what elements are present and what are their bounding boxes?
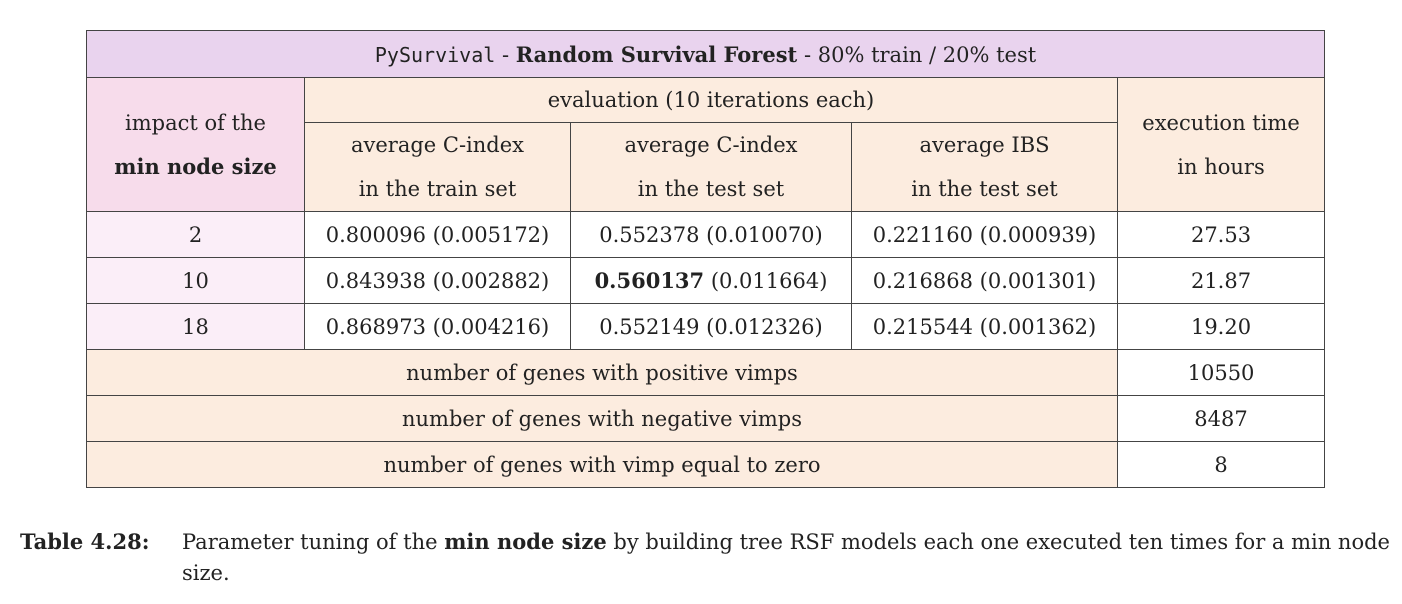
ibs-cell: 0.221160 (0.000939) xyxy=(851,211,1118,258)
table-title-row: PySurvival - Random Survival Forest - 80… xyxy=(85,30,1326,78)
table-row: 18 0.868973 (0.004216) 0.552149 (0.01232… xyxy=(86,303,1326,350)
caption-label: Table 4.28: xyxy=(20,529,150,554)
summary-row: number of genes with negative vimps 8487 xyxy=(86,395,1326,442)
ibs-cell: 0.215544 (0.001362) xyxy=(851,303,1118,350)
title-library: PySurvival xyxy=(374,42,496,67)
train-c-index-cell: 0.843938 (0.002882) xyxy=(304,257,571,304)
train-c-index-cell: 0.868973 (0.004216) xyxy=(304,303,571,350)
summary-label: number of genes with negative vimps xyxy=(86,395,1118,442)
test-c-index-cell: 0.552149 (0.012326) xyxy=(570,303,852,350)
eval-header: evaluation (10 iterations each) xyxy=(304,77,1118,123)
train-c-index-header: average C-index in the train set xyxy=(304,122,571,212)
param-cell: 18 xyxy=(86,303,305,350)
time-cell: 21.87 xyxy=(1116,257,1326,304)
test-c-index-sd: (0.012326) xyxy=(699,314,823,339)
time-header-line-2: in hours xyxy=(1177,154,1265,179)
title-split: 80% train / 20% test xyxy=(817,42,1037,67)
param-cell: 10 xyxy=(86,257,305,304)
test-c-index-sd: (0.010070) xyxy=(699,222,823,247)
ibs-cell: 0.216868 (0.001301) xyxy=(851,257,1118,304)
test-c-index-header-line-2: in the test set xyxy=(637,177,785,201)
caption-text: Parameter tuning of the min node size by… xyxy=(182,526,1390,589)
train-c-index-header-line-1: average C-index xyxy=(350,133,525,157)
table-title: PySurvival - Random Survival Forest - 80… xyxy=(85,30,1326,78)
param-header-line-2: min node size xyxy=(114,153,277,179)
param-cell: 2 xyxy=(86,211,305,258)
title-sep-1: - xyxy=(495,42,516,67)
header-row-2: average C-index in the train set average… xyxy=(87,122,1325,212)
header-row-1: impact of the min node size evaluation (… xyxy=(86,77,1326,212)
title-sep-2: - xyxy=(797,42,818,67)
test-c-index-header: average C-index in the test set xyxy=(570,122,852,212)
time-header-line-1: execution time xyxy=(1142,110,1300,135)
test-c-index-value: 0.552149 xyxy=(599,314,700,339)
caption-bold-term: min node size xyxy=(444,529,607,554)
title-model: Random Survival Forest xyxy=(515,41,798,67)
table-row: 10 0.843938 (0.002882) 0.560137 (0.01166… xyxy=(86,257,1326,304)
param-header-line-1: impact of the xyxy=(125,110,266,135)
train-c-index-header-line-2: in the train set xyxy=(358,177,517,201)
ibs-header: average IBS in the test set xyxy=(851,122,1118,212)
ibs-header-line-1: average IBS xyxy=(919,133,1050,157)
test-c-index-cell: 0.560137 (0.011664) xyxy=(570,257,852,304)
train-c-index-cell: 0.800096 (0.005172) xyxy=(304,211,571,258)
test-c-index-cell: 0.552378 (0.010070) xyxy=(570,211,852,258)
summary-value: 8487 xyxy=(1116,395,1326,442)
test-c-index-value: 0.552378 xyxy=(599,222,700,247)
ibs-header-line-2: in the test set xyxy=(911,177,1058,201)
test-c-index-header-line-1: average C-index xyxy=(624,133,798,157)
summary-label: number of genes with vimp equal to zero xyxy=(86,441,1118,488)
table-row: 2 0.800096 (0.005172) 0.552378 (0.010070… xyxy=(86,211,1326,258)
summary-row: number of genes with positive vimps 1055… xyxy=(86,349,1326,396)
summary-value: 10550 xyxy=(1116,349,1326,396)
summary-row: number of genes with vimp equal to zero … xyxy=(86,441,1326,488)
summary-label: number of genes with positive vimps xyxy=(86,349,1118,396)
table-caption: Table 4.28: Parameter tuning of the min … xyxy=(20,526,1390,589)
caption-text-after: by building tree RSF models each one exe… xyxy=(182,530,1390,585)
caption-text-before: Parameter tuning of the xyxy=(182,530,445,554)
param-header: impact of the min node size xyxy=(86,77,305,212)
summary-value: 8 xyxy=(1116,441,1326,488)
time-cell: 27.53 xyxy=(1116,211,1326,258)
test-c-index-sd: (0.011664) xyxy=(704,269,828,293)
time-cell: 19.20 xyxy=(1116,303,1326,350)
test-c-index-value-best: 0.560137 xyxy=(594,268,705,293)
results-table: PySurvival - Random Survival Forest - 80… xyxy=(85,30,1326,488)
time-header: execution time in hours xyxy=(1116,77,1326,212)
